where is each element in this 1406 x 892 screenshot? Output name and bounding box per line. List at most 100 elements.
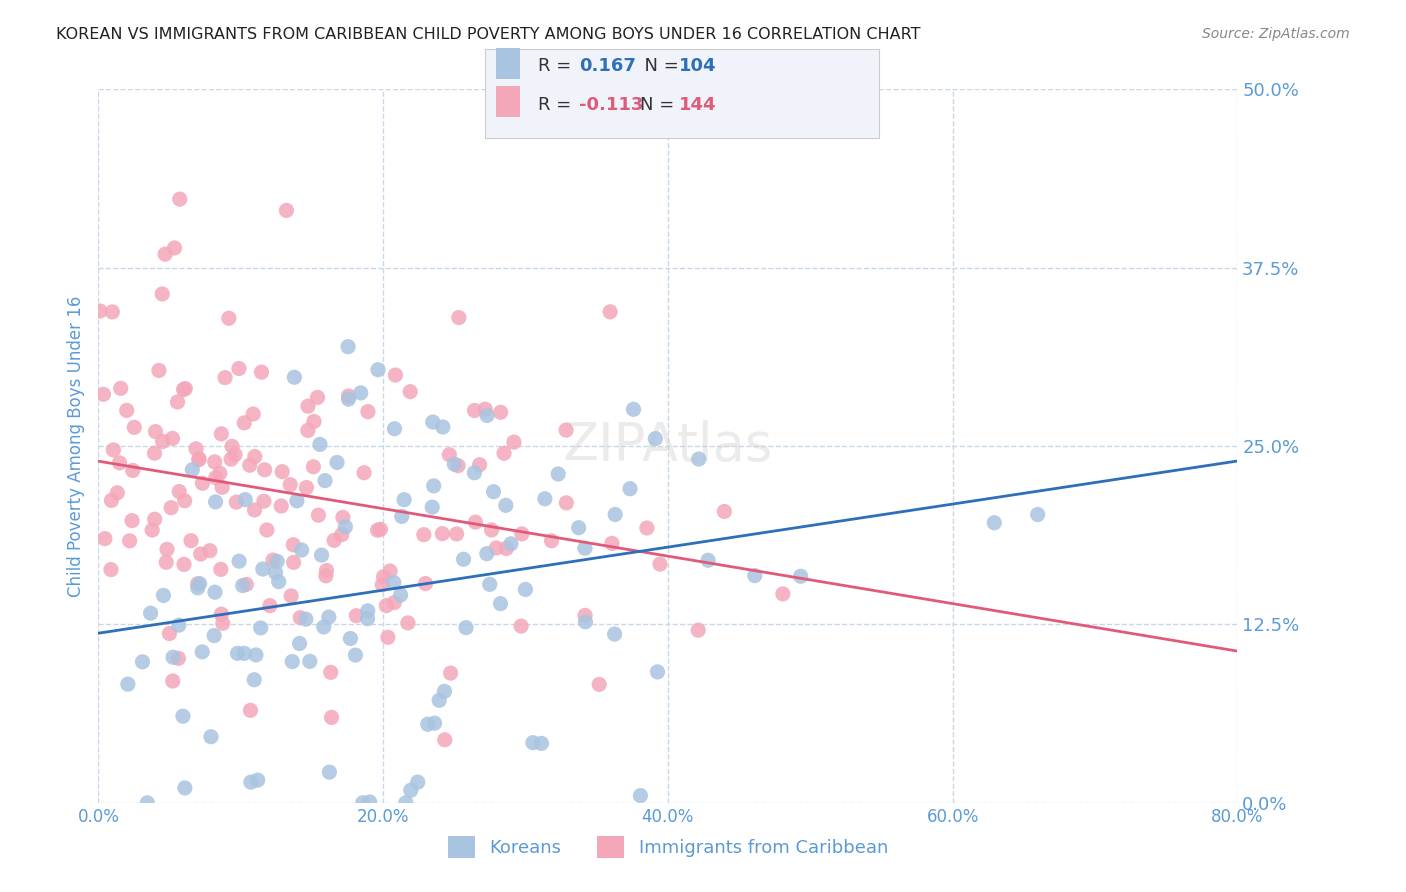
Point (167, 618, 190, 632)
Point (188, 452, 211, 467)
Point (150, 287, 173, 301)
Point (233, 646, 256, 660)
Point (337, 389, 360, 403)
Point (319, 665, 342, 680)
Point (173, 493, 195, 508)
Point (492, 446, 515, 460)
Point (600, 536, 623, 550)
Point (226, 646, 249, 660)
Point (311, 548, 333, 562)
Point (323, 533, 346, 548)
Point (367, 363, 389, 377)
Point (115, 403, 138, 417)
Point (209, 607, 232, 621)
Point (422, 479, 444, 493)
Text: ZIPAtlas: ZIPAtlas (562, 420, 773, 472)
Point (190, 547, 212, 561)
Point (599, 305, 621, 319)
Point (245, 648, 267, 662)
Point (353, 466, 375, 480)
Point (377, 630, 399, 644)
Point (239, 775, 262, 789)
Point (619, 482, 641, 496)
Point (290, 610, 312, 624)
Point (440, 666, 463, 681)
Point (204, 585, 226, 599)
Point (623, 402, 645, 417)
Point (485, 541, 508, 555)
Point (356, 611, 378, 625)
Point (256, 523, 278, 537)
Point (481, 523, 503, 537)
Point (219, 452, 242, 467)
Point (262, 553, 284, 567)
Point (688, 623, 710, 637)
Point (276, 203, 298, 218)
Point (145, 425, 167, 439)
Point (121, 463, 143, 477)
Point (143, 512, 166, 526)
Point (191, 476, 214, 491)
Point (278, 477, 301, 491)
Point (344, 648, 367, 662)
Point (315, 564, 337, 578)
Point (522, 736, 544, 750)
Point (555, 423, 578, 437)
Text: Source: ZipAtlas.com: Source: ZipAtlas.com (1202, 27, 1350, 41)
Point (427, 693, 450, 707)
Point (415, 576, 437, 591)
Point (688, 452, 710, 467)
Point (136, 796, 159, 810)
Point (180, 533, 202, 548)
Point (184, 442, 207, 456)
Point (225, 495, 247, 509)
Point (416, 717, 439, 731)
Point (636, 521, 658, 535)
Point (399, 384, 422, 399)
Point (243, 673, 266, 687)
Point (443, 457, 465, 471)
Point (382, 596, 405, 610)
Point (246, 773, 269, 788)
Point (713, 504, 735, 518)
Point (432, 526, 454, 541)
Point (204, 471, 226, 485)
Point (605, 508, 627, 522)
Point (515, 582, 537, 597)
Point (283, 555, 305, 569)
Point (103, 442, 125, 457)
Point (357, 404, 380, 418)
Point (309, 437, 332, 451)
Point (200, 730, 222, 744)
Point (495, 499, 517, 513)
Point (202, 629, 225, 643)
Point (439, 448, 461, 462)
Point (288, 636, 311, 650)
Point (139, 606, 162, 620)
Point (253, 494, 276, 508)
Point (249, 621, 271, 635)
Point (1026, 508, 1049, 522)
Point (335, 520, 357, 534)
Point (233, 492, 256, 507)
Point (209, 426, 232, 441)
Point (295, 612, 318, 626)
Point (326, 455, 349, 469)
Point (108, 456, 131, 470)
Point (433, 732, 456, 747)
Point (468, 458, 491, 472)
Point (169, 192, 191, 206)
Text: KOREAN VS IMMIGRANTS FROM CARIBBEAN CHILD POVERTY AMONG BOYS UNDER 16 CORRELATIO: KOREAN VS IMMIGRANTS FROM CARIBBEAN CHIL… (56, 27, 921, 42)
Point (399, 783, 422, 797)
Point (224, 448, 246, 462)
Point (280, 589, 302, 603)
Point (266, 554, 288, 568)
Text: N =: N = (633, 57, 685, 75)
Point (267, 574, 290, 589)
Point (141, 523, 163, 537)
Point (371, 577, 394, 591)
Point (291, 543, 314, 558)
Point (270, 499, 292, 513)
Point (243, 450, 266, 464)
Point (297, 399, 319, 413)
